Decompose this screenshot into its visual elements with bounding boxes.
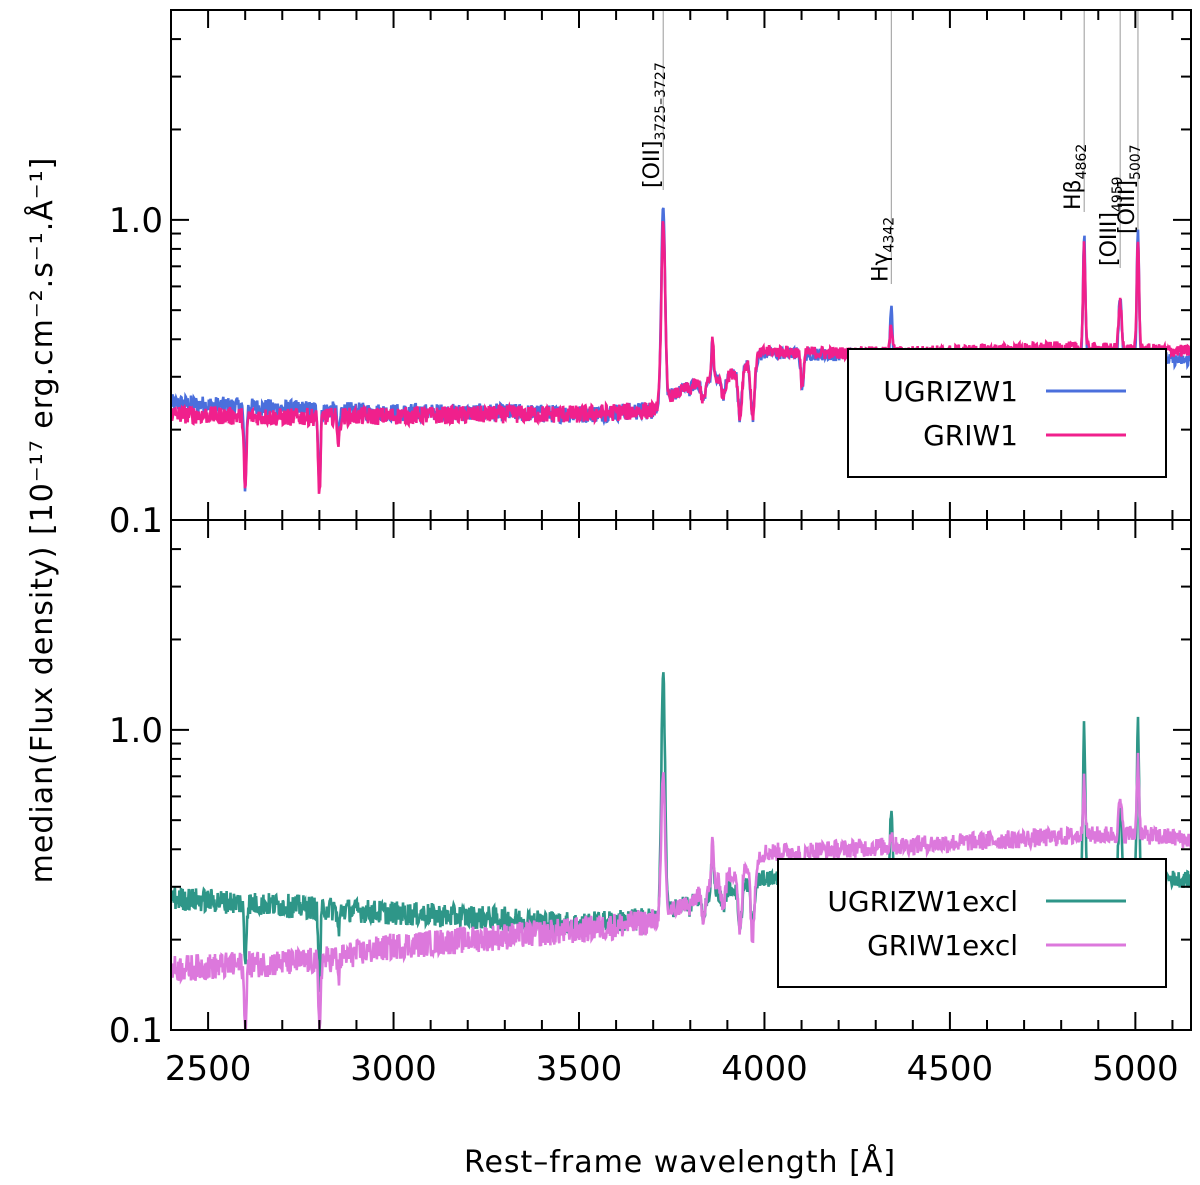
series-line-GRIW1excl — [171, 752, 1191, 1030]
panel-frame-1 — [170, 519, 1192, 1031]
annotation-label-0: [OII]3725–3727 — [640, 62, 669, 188]
x-tick-label: 2500 — [165, 1049, 252, 1089]
y-axis-title: median(Flux density) [10⁻¹⁷ erg.cm⁻².s⁻¹… — [24, 157, 60, 884]
x-tick-label: 4000 — [721, 1049, 808, 1089]
x-tick-label: 5000 — [1092, 1049, 1179, 1089]
axis-titles: median(Flux density) [10⁻¹⁷ erg.cm⁻².s⁻¹… — [24, 157, 896, 1180]
y-tick-label: 1.0 — [109, 201, 163, 241]
legend-label: GRIW1excl — [867, 929, 1018, 962]
x-tick-label: 3500 — [536, 1049, 623, 1089]
legend-box — [777, 858, 1167, 988]
x-tick-label: 3000 — [350, 1049, 437, 1089]
y-tick-label: 0.1 — [109, 1011, 163, 1051]
annotation-label-1: Hγ4342 — [868, 217, 897, 282]
series-line-GRIW1 — [171, 221, 1191, 494]
x-tick-label: 4500 — [907, 1049, 994, 1089]
y-tick-label: 0.1 — [109, 501, 163, 541]
annotation-label-4: [OIII]5007 — [1115, 144, 1144, 234]
legend-box — [847, 348, 1167, 478]
legend-label: UGRIZW1excl — [827, 885, 1018, 918]
top-panel: [OII]3725–3727 Hγ4342 Hβ4862[OIII]4959[OII… — [109, 9, 1192, 541]
legend-0: UGRIZW1 GRIW1 — [847, 348, 1167, 478]
annotation-label-2: Hβ4862 — [1061, 144, 1090, 210]
annotation-label-3: [OIII]4959 — [1097, 176, 1126, 266]
x-axis-title: Rest–frame wavelength [Å] — [464, 1144, 896, 1180]
legend-1: UGRIZW1excl GRIW1excl — [777, 858, 1167, 988]
legend-label: GRIW1 — [923, 419, 1018, 452]
y-tick-label: 1.0 — [109, 711, 163, 751]
legend-label: UGRIZW1 — [883, 375, 1018, 408]
